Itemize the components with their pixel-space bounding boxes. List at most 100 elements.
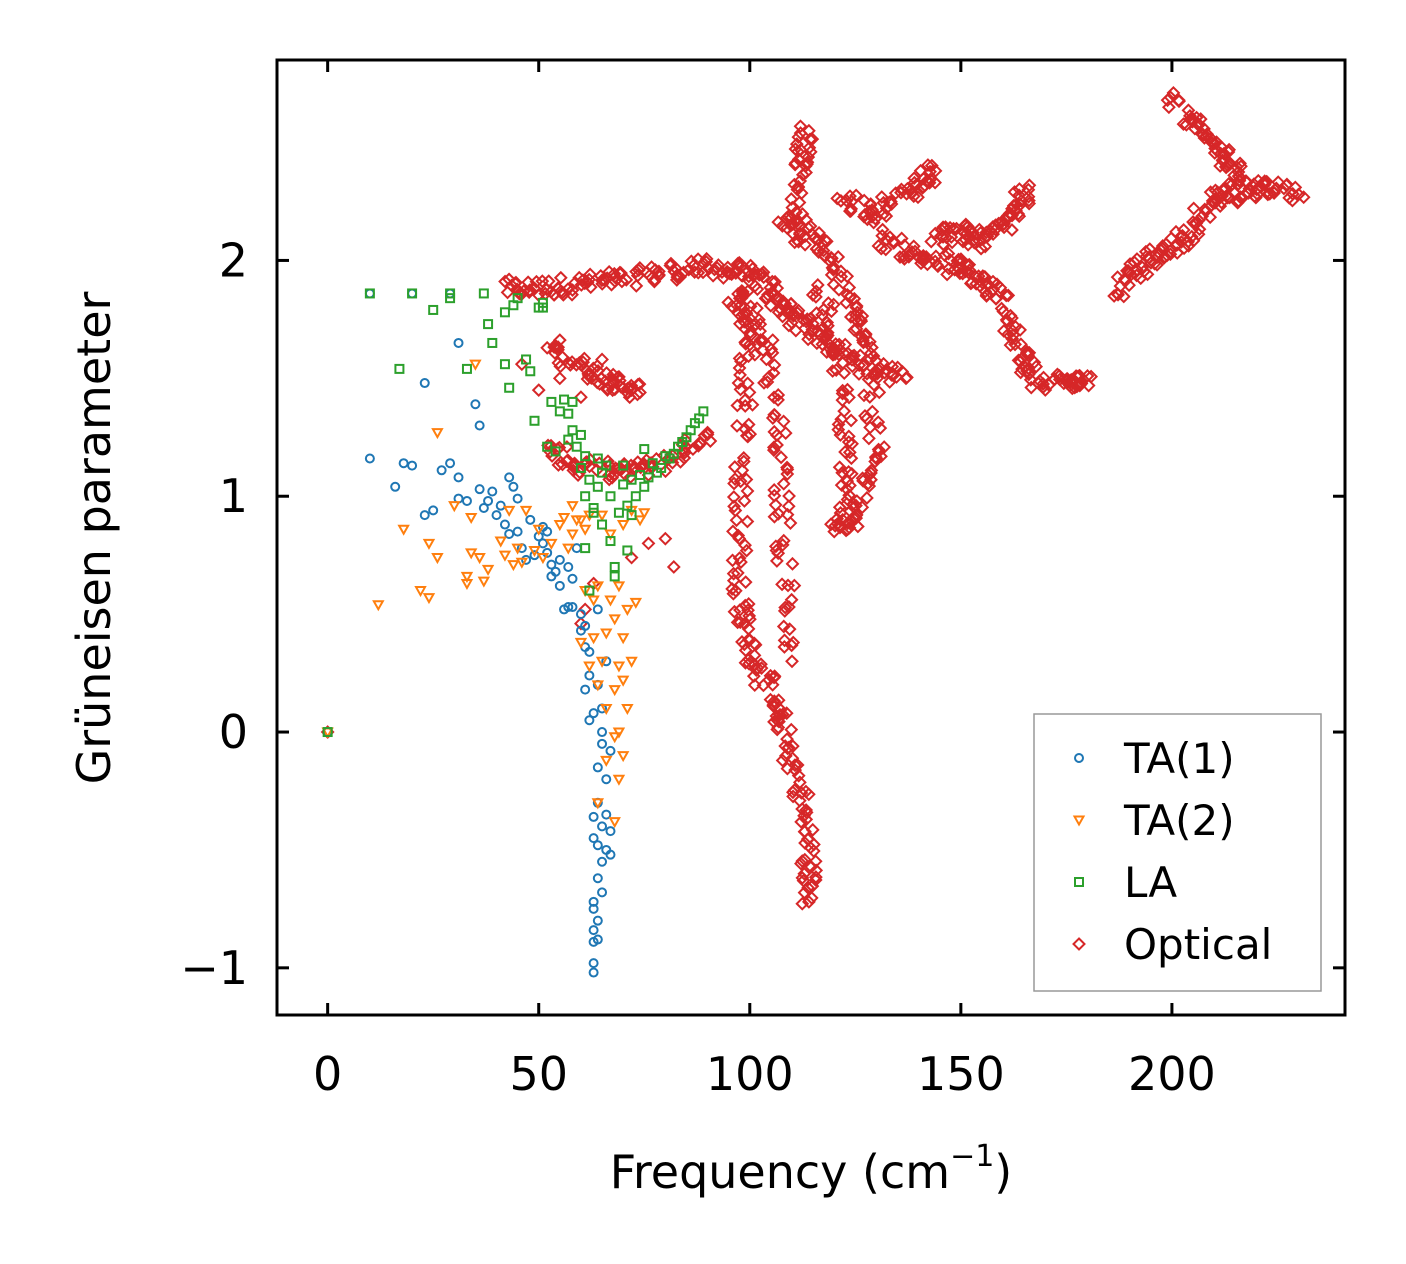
optical-point bbox=[862, 479, 877, 493]
optical-point bbox=[614, 274, 629, 289]
data-point bbox=[626, 510, 637, 521]
optical-point bbox=[739, 306, 754, 321]
data-point bbox=[554, 554, 565, 565]
optical-point bbox=[769, 709, 784, 723]
optical-point bbox=[631, 263, 646, 278]
optical-point bbox=[791, 152, 806, 167]
data-point bbox=[461, 363, 472, 374]
optical-point bbox=[866, 215, 881, 230]
optical-point bbox=[776, 533, 791, 548]
data-point bbox=[512, 526, 523, 537]
optical-point bbox=[820, 325, 835, 340]
data-point bbox=[554, 406, 565, 417]
optical-point bbox=[1176, 223, 1191, 237]
data-point bbox=[414, 586, 427, 598]
data-point bbox=[608, 817, 621, 829]
optical-point bbox=[1269, 181, 1284, 196]
optical-point bbox=[729, 513, 744, 528]
data-point bbox=[584, 585, 595, 596]
optical-point bbox=[855, 309, 870, 323]
optical-point bbox=[727, 604, 742, 619]
optical-point bbox=[767, 407, 782, 422]
optical-point bbox=[735, 463, 750, 478]
x-axis-label: Frequency (cm−1) bbox=[610, 1139, 1013, 1199]
optical-point bbox=[770, 292, 784, 307]
optical-point bbox=[1009, 197, 1024, 212]
data-point bbox=[595, 510, 609, 522]
optical-point bbox=[825, 364, 840, 378]
data-point bbox=[563, 434, 574, 445]
data-point bbox=[550, 566, 561, 577]
optical-point bbox=[783, 516, 798, 530]
optical-point bbox=[791, 130, 806, 144]
optical-point bbox=[861, 372, 876, 387]
data-point bbox=[407, 288, 418, 299]
optical-point bbox=[664, 256, 678, 271]
optical-point bbox=[930, 259, 945, 274]
optical-point bbox=[1073, 376, 1087, 391]
optical-point bbox=[789, 137, 804, 152]
data-point bbox=[537, 538, 548, 549]
optical-point bbox=[731, 376, 746, 390]
optical-point bbox=[738, 655, 753, 670]
data-point bbox=[580, 451, 591, 462]
optical-point bbox=[727, 499, 741, 514]
optical-point bbox=[522, 283, 537, 297]
data-point bbox=[621, 703, 634, 715]
legend-label: Optical bbox=[1124, 920, 1272, 969]
data-point bbox=[592, 840, 603, 851]
optical-point bbox=[861, 431, 876, 446]
optical-point bbox=[762, 369, 777, 384]
optical-point bbox=[947, 262, 962, 277]
x-tick-label: 50 bbox=[509, 1047, 568, 1101]
optical-point bbox=[1161, 100, 1176, 115]
optical-point bbox=[871, 415, 886, 430]
optical-point bbox=[1160, 93, 1175, 108]
optical-point bbox=[793, 119, 808, 134]
data-point bbox=[322, 727, 333, 738]
optical-point bbox=[840, 516, 855, 531]
optical-point bbox=[792, 219, 807, 234]
data-point bbox=[629, 597, 643, 609]
optical-point bbox=[762, 672, 777, 687]
optical-point bbox=[774, 450, 789, 465]
optical-point bbox=[1084, 369, 1099, 384]
data-point bbox=[605, 491, 616, 502]
data-point bbox=[519, 505, 533, 517]
optical-point bbox=[763, 298, 778, 313]
series-ta-2- bbox=[321, 359, 651, 829]
optical-point bbox=[759, 352, 774, 367]
optical-point bbox=[874, 190, 889, 204]
optical-point bbox=[795, 896, 810, 911]
optical-point bbox=[835, 512, 850, 527]
optical-point bbox=[1014, 337, 1028, 352]
data-point bbox=[588, 708, 599, 719]
optical-point bbox=[897, 238, 912, 253]
optical-point bbox=[928, 163, 943, 178]
data-point bbox=[588, 958, 599, 969]
optical-point bbox=[602, 264, 617, 279]
optical-point bbox=[785, 654, 799, 669]
optical-point bbox=[1150, 257, 1164, 272]
data-point bbox=[592, 604, 603, 615]
optical-point bbox=[1116, 289, 1131, 304]
optical-point bbox=[868, 454, 883, 469]
data-point bbox=[616, 675, 630, 687]
optical-point bbox=[770, 722, 785, 737]
data-point bbox=[622, 500, 633, 511]
data-point bbox=[588, 967, 599, 978]
data-point bbox=[566, 501, 579, 513]
optical-point bbox=[707, 262, 722, 277]
optical-point bbox=[764, 342, 779, 357]
data-point bbox=[536, 553, 550, 565]
optical-point bbox=[842, 390, 856, 405]
data-point bbox=[588, 925, 599, 936]
optical-point bbox=[1113, 279, 1128, 293]
data-point bbox=[542, 547, 553, 558]
optical-point bbox=[658, 531, 673, 546]
optical-point bbox=[765, 677, 780, 692]
optical-point bbox=[737, 494, 752, 508]
data-point bbox=[630, 491, 641, 502]
optical-point bbox=[730, 418, 744, 433]
